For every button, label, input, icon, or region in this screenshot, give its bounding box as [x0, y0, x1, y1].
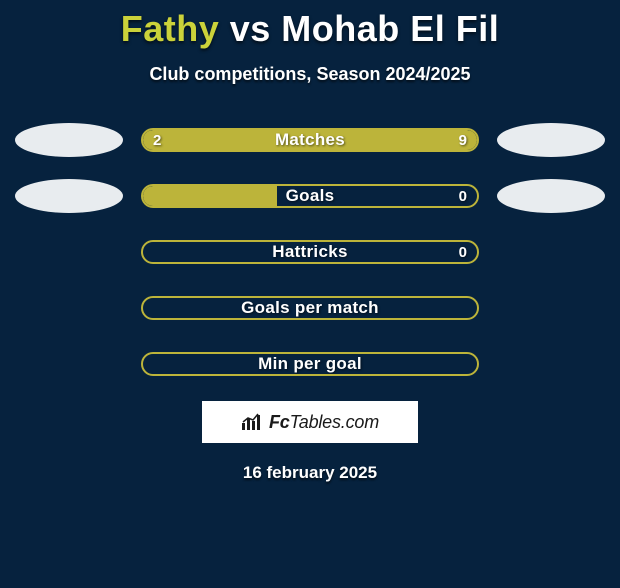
stat-value-right: 9 — [459, 130, 467, 150]
stat-bar: Hattricks0 — [141, 240, 479, 264]
player1-logo-bubble — [15, 179, 123, 213]
player1-name: Fathy — [121, 8, 220, 49]
stat-label: Hattricks — [143, 242, 477, 262]
competition-subtitle: Club competitions, Season 2024/2025 — [0, 64, 620, 85]
stat-value-right: 0 — [459, 242, 467, 262]
player1-logo-bubble — [15, 123, 123, 157]
brand-text: FcTables.com — [269, 412, 379, 433]
stat-bar: Min per goal — [141, 352, 479, 376]
player2-logo-bubble — [497, 179, 605, 213]
stat-row: Min per goal — [15, 347, 605, 381]
stat-row: Goals per match — [15, 291, 605, 325]
brand-badge: FcTables.com — [202, 401, 418, 443]
stat-bar: Goals per match — [141, 296, 479, 320]
stat-label: Goals — [143, 186, 477, 206]
stat-label: Goals per match — [143, 298, 477, 318]
stat-bar: Matches2 9 — [141, 128, 479, 152]
stat-value-right: 0 — [459, 186, 467, 206]
player2-name: Mohab El Fil — [281, 8, 499, 49]
player2-logo-bubble — [497, 291, 605, 325]
stat-row: Matches2 9 — [15, 123, 605, 157]
player2-logo-bubble — [497, 235, 605, 269]
stat-label: Matches — [143, 130, 477, 150]
bar-chart-icon — [241, 413, 263, 431]
stat-value-left: 2 — [153, 130, 161, 150]
player1-logo-bubble — [15, 347, 123, 381]
comparison-title: Fathy vs Mohab El Fil — [0, 8, 620, 50]
player2-logo-bubble — [497, 347, 605, 381]
stat-row: Hattricks0 — [15, 235, 605, 269]
stat-row: Goals0 — [15, 179, 605, 213]
player1-logo-bubble — [15, 291, 123, 325]
stats-rows: Matches29Goals0Hattricks0Goals per match… — [0, 123, 620, 381]
brand-prefix: Fc — [269, 412, 290, 432]
stat-label: Min per goal — [143, 354, 477, 374]
stat-bar: Goals0 — [141, 184, 479, 208]
title-vs: vs — [230, 8, 271, 49]
brand-suffix: Tables.com — [290, 412, 379, 432]
player1-logo-bubble — [15, 235, 123, 269]
player2-logo-bubble — [497, 123, 605, 157]
footer-date: 16 february 2025 — [0, 463, 620, 483]
